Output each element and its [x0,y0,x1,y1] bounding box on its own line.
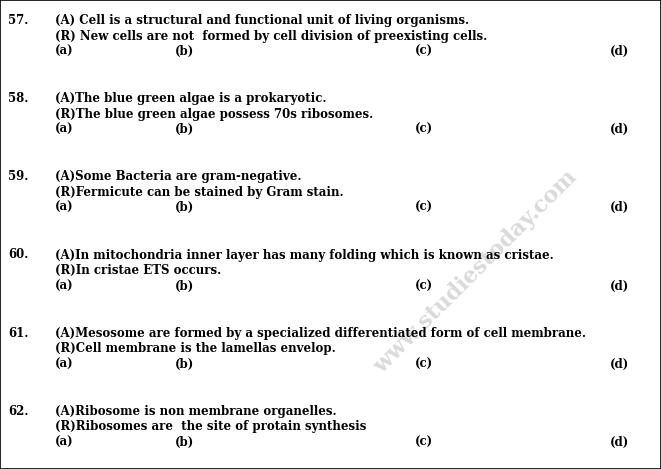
Text: (b): (b) [175,436,194,449]
Text: (b): (b) [175,280,194,293]
Text: (A)In mitochondria inner layer has many folding which is known as cristae.: (A)In mitochondria inner layer has many … [55,249,554,262]
Text: (a): (a) [55,280,73,293]
Text: (R) New cells are not  formed by cell division of preexisting cells.: (R) New cells are not formed by cell div… [55,30,487,43]
Text: (b): (b) [175,45,194,58]
Text: (a): (a) [55,201,73,214]
Text: (A)Ribosome is non membrane organelles.: (A)Ribosome is non membrane organelles. [55,405,336,418]
Text: (R)The blue green algae possess 70s ribosomes.: (R)The blue green algae possess 70s ribo… [55,108,373,121]
Text: (d): (d) [610,358,629,371]
Text: (c): (c) [415,358,433,371]
Text: (c): (c) [415,436,433,449]
Text: (b): (b) [175,358,194,371]
Text: (a): (a) [55,123,73,136]
Text: (d): (d) [610,201,629,214]
Text: (a): (a) [55,45,73,58]
Text: www.studiestoday.com: www.studiestoday.com [370,166,582,378]
Text: (c): (c) [415,123,433,136]
Text: 60.: 60. [8,249,28,262]
Text: (R)Cell membrane is the lamellas envelop.: (R)Cell membrane is the lamellas envelop… [55,342,336,355]
Text: (R)Fermicute can be stained by Gram stain.: (R)Fermicute can be stained by Gram stai… [55,186,344,199]
Text: (d): (d) [610,123,629,136]
Text: (a): (a) [55,358,73,371]
Text: (c): (c) [415,280,433,293]
Text: (A)Mesosome are formed by a specialized differentiated form of cell membrane.: (A)Mesosome are formed by a specialized … [55,327,586,340]
Text: (d): (d) [610,45,629,58]
Text: (a): (a) [55,436,73,449]
Text: (d): (d) [610,436,629,449]
Text: (d): (d) [610,280,629,293]
Text: (A)Some Bacteria are gram-negative.: (A)Some Bacteria are gram-negative. [55,170,301,183]
Text: 62.: 62. [8,405,28,418]
Text: 61.: 61. [8,327,28,340]
Text: (c): (c) [415,201,433,214]
Text: (c): (c) [415,45,433,58]
Text: (b): (b) [175,123,194,136]
Text: 57.: 57. [8,14,28,27]
Text: (A)The blue green algae is a prokaryotic.: (A)The blue green algae is a prokaryotic… [55,92,327,105]
Text: (R)In cristae ETS occurs.: (R)In cristae ETS occurs. [55,264,221,277]
Text: (b): (b) [175,201,194,214]
Text: 58.: 58. [8,92,28,105]
Text: (A) Cell is a structural and functional unit of living organisms.: (A) Cell is a structural and functional … [55,14,469,27]
Text: (R)Ribosomes are  the site of protain synthesis: (R)Ribosomes are the site of protain syn… [55,420,366,433]
Text: 59.: 59. [8,170,28,183]
